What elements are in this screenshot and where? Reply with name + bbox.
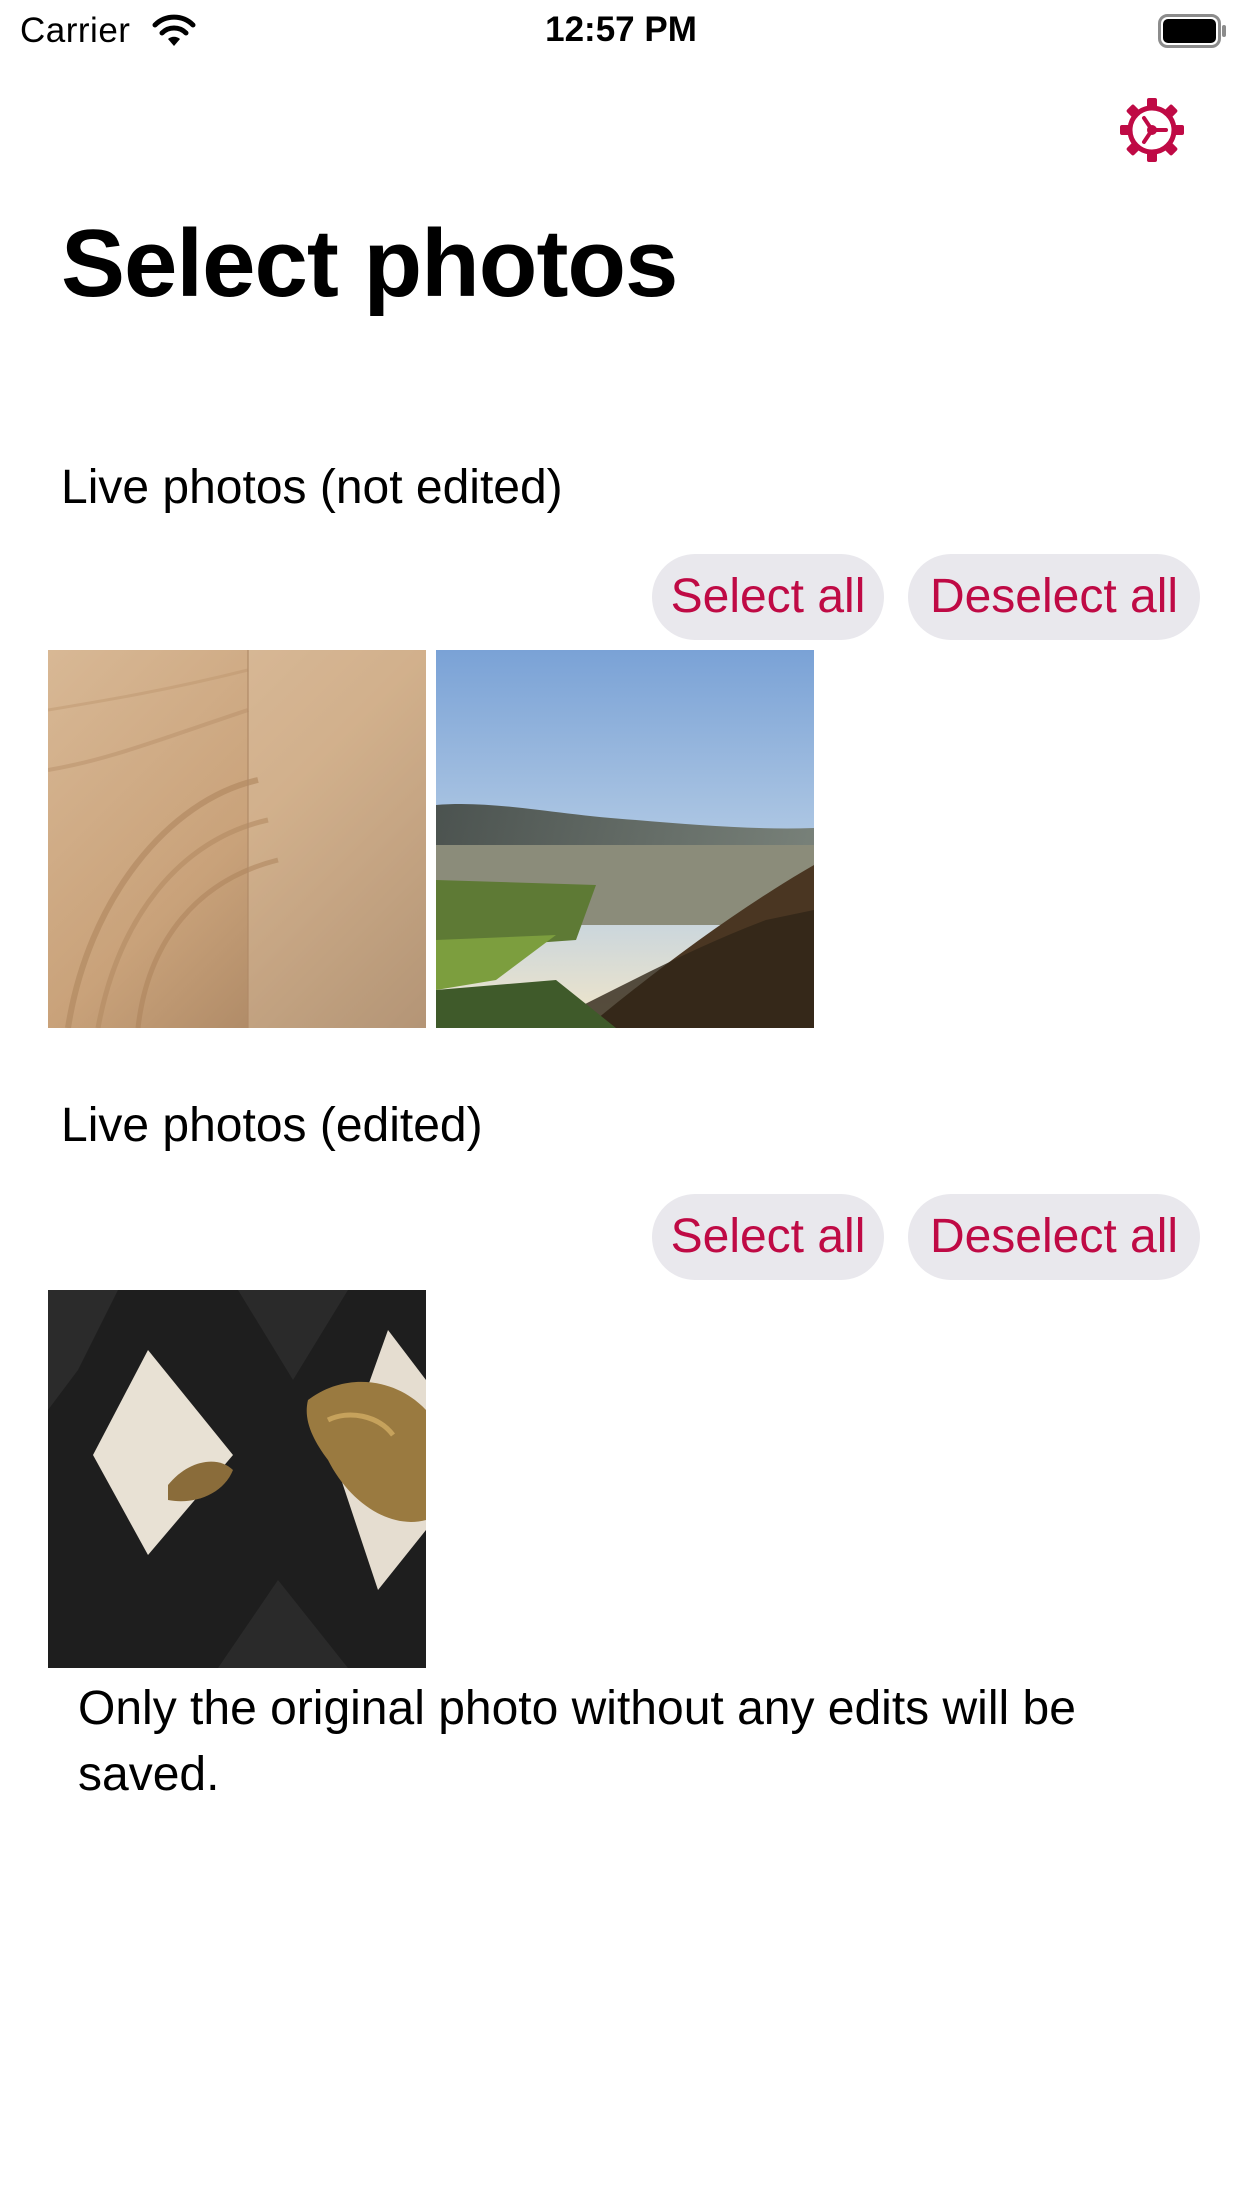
gear-icon: [1120, 98, 1184, 162]
black-knit-fabric-photo: [48, 1290, 426, 1668]
deselect-all-button[interactable]: Deselect all: [908, 554, 1200, 640]
battery-icon: [1158, 14, 1226, 48]
landscape-valley-photo: [436, 650, 814, 1028]
status-bar: Carrier 12:57 PM: [0, 0, 1242, 64]
select-all-button[interactable]: Select all: [652, 1194, 884, 1280]
deselect-all-button[interactable]: Deselect all: [908, 1194, 1200, 1280]
photo-thumbnail-wood[interactable]: [48, 650, 426, 1028]
section-title-edited: Live photos (edited): [61, 1099, 483, 1152]
clock: 12:57 PM: [545, 10, 697, 49]
wood-grain-photo: [48, 650, 426, 1028]
carrier-label: Carrier: [20, 11, 131, 50]
select-all-button[interactable]: Select all: [652, 554, 884, 640]
photo-thumbnail-fabric[interactable]: [48, 1290, 426, 1668]
edits-note: Only the original photo without any edit…: [78, 1682, 1076, 1801]
wifi-icon: [152, 14, 196, 46]
page-title: Select photos: [61, 210, 678, 317]
section-title-not-edited: Live photos (not edited): [61, 461, 563, 514]
photo-thumbnail-landscape[interactable]: [436, 650, 814, 1028]
settings-button[interactable]: [1118, 96, 1186, 164]
